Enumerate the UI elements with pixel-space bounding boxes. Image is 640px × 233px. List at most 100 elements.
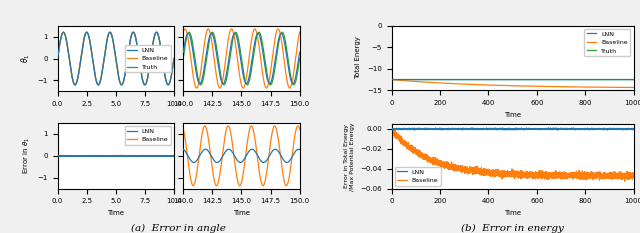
Line: Baseline: Baseline	[392, 127, 634, 181]
Baseline	[568, 86, 576, 88]
LNN	[145, 154, 153, 157]
LNN	[547, 127, 554, 129]
Y-axis label: Error in Total Energy
/Max Potential Energy: Error in Total Energy /Max Potential Ene…	[344, 122, 355, 191]
Truth	[545, 78, 553, 81]
LNN	[432, 78, 440, 81]
Baseline	[388, 125, 396, 128]
Baseline	[480, 83, 488, 86]
LNN	[587, 78, 595, 81]
Truth	[587, 78, 595, 81]
Baseline	[167, 154, 175, 157]
Truth	[568, 78, 576, 81]
Truth	[60, 31, 67, 34]
Baseline	[167, 78, 175, 80]
LNN	[54, 57, 61, 60]
LNN	[108, 154, 115, 157]
Truth	[480, 78, 488, 81]
Baseline	[145, 67, 153, 70]
Baseline	[170, 154, 178, 157]
Baseline	[110, 46, 118, 49]
LNN	[432, 128, 440, 130]
LNN	[110, 46, 118, 49]
Y-axis label: Error in $\theta_1$: Error in $\theta_1$	[22, 137, 32, 174]
Truth	[630, 78, 637, 81]
Legend: LNN, Baseline: LNN, Baseline	[395, 167, 441, 186]
Truth	[167, 77, 175, 80]
Legend: LNN, Baseline, Truth: LNN, Baseline, Truth	[584, 29, 630, 56]
Truth	[170, 57, 178, 60]
LNN	[167, 77, 175, 80]
Line: Baseline: Baseline	[58, 32, 174, 85]
Truth	[145, 67, 153, 70]
LNN	[60, 31, 67, 34]
Baseline	[388, 126, 396, 128]
X-axis label: Time: Time	[233, 210, 250, 216]
Baseline	[167, 154, 175, 157]
LNN	[164, 83, 172, 86]
X-axis label: Time: Time	[504, 210, 521, 216]
X-axis label: Time: Time	[504, 112, 521, 118]
Baseline	[60, 154, 67, 157]
Line: Truth: Truth	[58, 32, 174, 85]
Baseline	[545, 173, 553, 176]
LNN	[110, 154, 118, 157]
Legend: LNN, Baseline: LNN, Baseline	[125, 126, 171, 145]
X-axis label: Time: Time	[108, 210, 124, 216]
Truth	[110, 46, 118, 49]
Legend: LNN, Baseline, Truth: LNN, Baseline, Truth	[125, 45, 171, 72]
Line: LNN: LNN	[392, 128, 634, 130]
LNN	[630, 78, 637, 81]
Line: Baseline: Baseline	[392, 79, 634, 87]
Baseline	[156, 155, 163, 158]
Truth	[164, 83, 172, 86]
Truth	[167, 78, 175, 80]
LNN	[167, 78, 175, 80]
Baseline	[54, 57, 61, 60]
Baseline	[108, 32, 115, 35]
LNN	[545, 127, 553, 130]
Truth	[388, 78, 396, 81]
Truth	[60, 31, 67, 34]
LNN	[388, 127, 396, 130]
LNN	[533, 78, 541, 81]
Baseline	[621, 180, 628, 183]
Baseline	[170, 57, 178, 60]
LNN	[54, 154, 61, 157]
Baseline	[119, 154, 127, 157]
Y-axis label: Total Energy: Total Energy	[355, 37, 362, 79]
LNN	[568, 78, 576, 81]
LNN	[170, 154, 178, 157]
Baseline	[110, 154, 118, 157]
Baseline	[167, 77, 175, 80]
LNN	[88, 155, 96, 158]
Baseline	[545, 85, 553, 88]
Baseline	[54, 155, 61, 158]
Baseline	[164, 83, 172, 86]
Baseline	[480, 171, 488, 174]
Baseline	[432, 81, 440, 84]
LNN	[480, 127, 488, 130]
LNN	[145, 67, 153, 70]
LNN	[568, 128, 576, 131]
LNN	[60, 154, 67, 157]
Y-axis label: $\theta_1$: $\theta_1$	[19, 54, 32, 63]
LNN	[630, 127, 637, 130]
Text: (a)  Error in angle: (a) Error in angle	[131, 223, 226, 233]
LNN	[167, 154, 175, 157]
LNN	[60, 31, 67, 34]
Baseline	[533, 85, 541, 88]
Truth	[432, 78, 440, 81]
Truth	[54, 57, 61, 60]
LNN	[388, 78, 396, 81]
Baseline	[108, 154, 115, 157]
Baseline	[568, 176, 576, 179]
Line: Baseline: Baseline	[58, 155, 174, 157]
Baseline	[630, 86, 637, 89]
LNN	[115, 154, 123, 157]
Text: (b)  Error in energy: (b) Error in energy	[461, 223, 564, 233]
Baseline	[432, 161, 440, 164]
Baseline	[630, 175, 637, 178]
LNN	[554, 129, 561, 131]
LNN	[587, 128, 595, 130]
Baseline	[60, 31, 67, 34]
